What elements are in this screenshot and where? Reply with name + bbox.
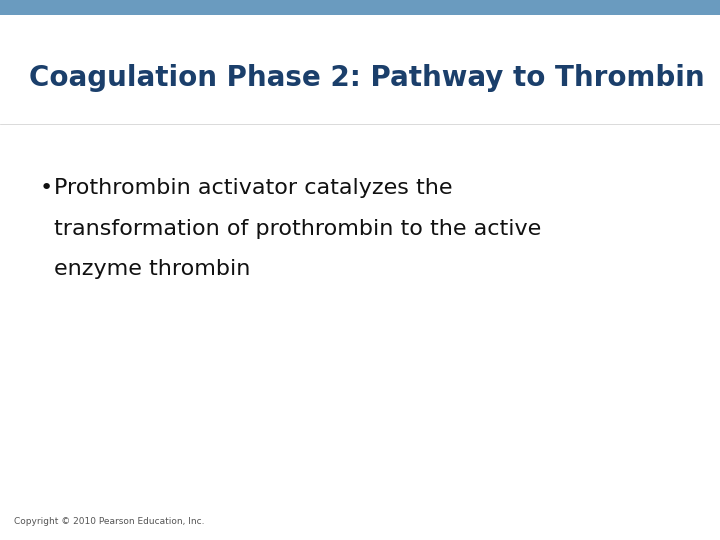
Bar — [0, 0, 720, 15]
Text: Prothrombin activator catalyzes the: Prothrombin activator catalyzes the — [54, 178, 452, 198]
Text: Copyright © 2010 Pearson Education, Inc.: Copyright © 2010 Pearson Education, Inc. — [14, 517, 205, 526]
Text: Coagulation Phase 2: Pathway to Thrombin: Coagulation Phase 2: Pathway to Thrombin — [29, 64, 704, 92]
Text: •: • — [40, 178, 53, 198]
Text: transformation of prothrombin to the active: transformation of prothrombin to the act… — [54, 219, 541, 239]
Text: enzyme thrombin: enzyme thrombin — [54, 259, 251, 279]
